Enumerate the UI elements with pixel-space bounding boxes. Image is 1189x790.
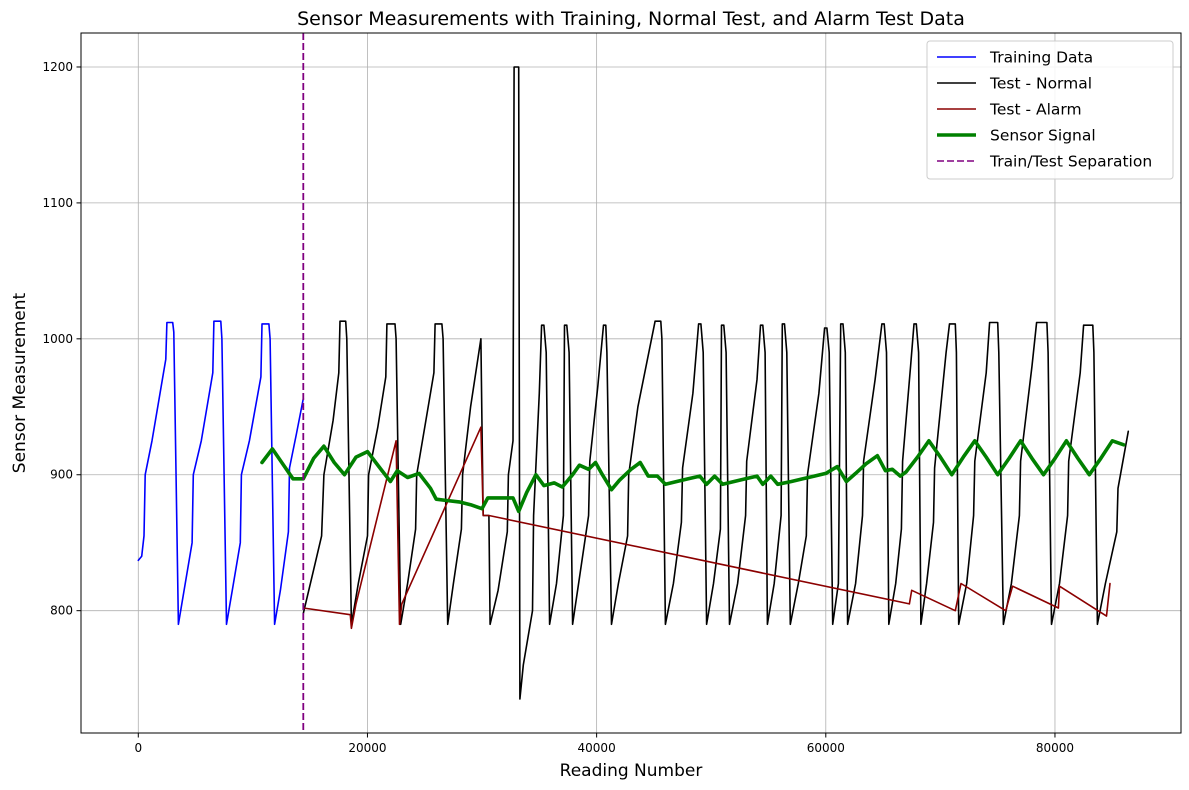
series-sensor-signal: [260, 439, 1126, 514]
x-tick-label: 20000: [348, 741, 386, 755]
y-tick-label: 1200: [42, 60, 73, 74]
chart-title: Sensor Measurements with Training, Norma…: [297, 8, 965, 30]
y-tick-label: 1000: [42, 332, 73, 346]
plot-frame: [80, 32, 1182, 734]
legend-label-train-test-separation: Train/Test Separation: [989, 153, 1152, 171]
axis-ticks: 0 20000 40000 60000 80000 800 900 1000 1100 1200: [42, 60, 1074, 755]
legend-label-test-normal: Test - Normal: [989, 75, 1092, 93]
y-tick-label: 900: [50, 468, 73, 482]
y-tick-label: 800: [50, 604, 73, 618]
series-test-alarm: [302, 426, 1111, 630]
series-test-normal: [302, 66, 1130, 700]
legend-label-test-alarm: Test - Alarm: [989, 101, 1082, 119]
series-layer: [137, 33, 1130, 733]
x-tick-label: 40000: [578, 741, 616, 755]
legend-label-sensor-signal: Sensor Signal: [990, 127, 1096, 145]
legend: Training Data Test - Normal Test - Alarm Se…: [926, 40, 1174, 180]
legend-label-training-data: Training Data: [989, 49, 1093, 67]
x-tick-label: 60000: [807, 741, 845, 755]
x-tick-label: 0: [134, 741, 142, 755]
legend-box: [926, 40, 1174, 180]
series-training-data: [137, 320, 305, 626]
x-axis-label: Reading Number: [560, 761, 703, 781]
x-tick-label: 80000: [1036, 741, 1074, 755]
y-tick-label: 1100: [42, 196, 73, 210]
y-axis-label: Sensor Measurement: [10, 292, 30, 473]
